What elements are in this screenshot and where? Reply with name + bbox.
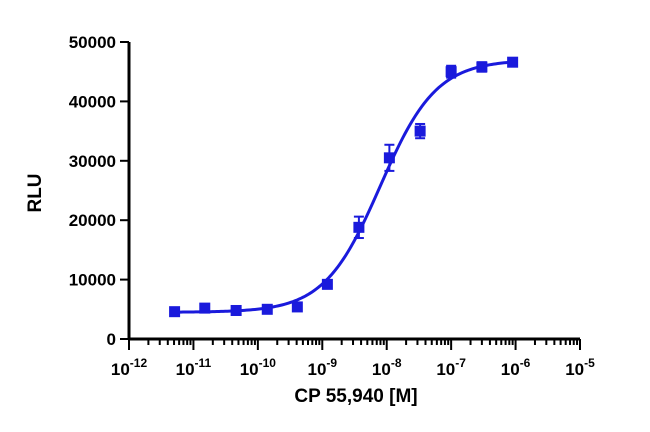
y-axis-title: RLU bbox=[25, 173, 46, 212]
data-point bbox=[414, 125, 426, 137]
y-tick-label: 40000 bbox=[69, 92, 116, 111]
fit-curve-layer bbox=[174, 60, 513, 314]
data-point bbox=[199, 302, 211, 314]
data-point bbox=[353, 221, 365, 233]
x-tick-label: 10-5 bbox=[565, 356, 595, 379]
x-axis-title: CP 55,940 [M] bbox=[294, 386, 417, 407]
fit-curve bbox=[174, 60, 513, 314]
x-tick-label: 10-12 bbox=[111, 356, 148, 379]
x-tick-label: 10-8 bbox=[372, 356, 402, 379]
data-point bbox=[321, 278, 333, 290]
x-tick-label: 10-7 bbox=[436, 356, 466, 379]
x-tick-label: 10-6 bbox=[501, 356, 531, 379]
y-tick-label: 20000 bbox=[69, 211, 116, 230]
data-point bbox=[383, 152, 395, 164]
data-point bbox=[507, 56, 519, 68]
y-tick-label: 50000 bbox=[69, 33, 116, 52]
x-tick-label: 10-9 bbox=[307, 356, 337, 379]
data-point bbox=[445, 66, 457, 78]
x-tick-label: 10-10 bbox=[240, 356, 277, 379]
y-tick-label: 10000 bbox=[69, 271, 116, 290]
data-point bbox=[291, 301, 303, 313]
data-point bbox=[230, 304, 242, 316]
data-point bbox=[476, 61, 488, 73]
y-tick-label: 0 bbox=[107, 330, 116, 349]
data-point bbox=[261, 303, 273, 315]
data-points-layer bbox=[169, 56, 519, 318]
x-tick-label: 10-11 bbox=[176, 356, 212, 379]
axes: 0 10000 20000 30000 40000 50000 10-12 10-11 10-1… bbox=[69, 33, 595, 379]
y-tick-label: 30000 bbox=[69, 152, 116, 171]
data-point bbox=[169, 306, 181, 318]
